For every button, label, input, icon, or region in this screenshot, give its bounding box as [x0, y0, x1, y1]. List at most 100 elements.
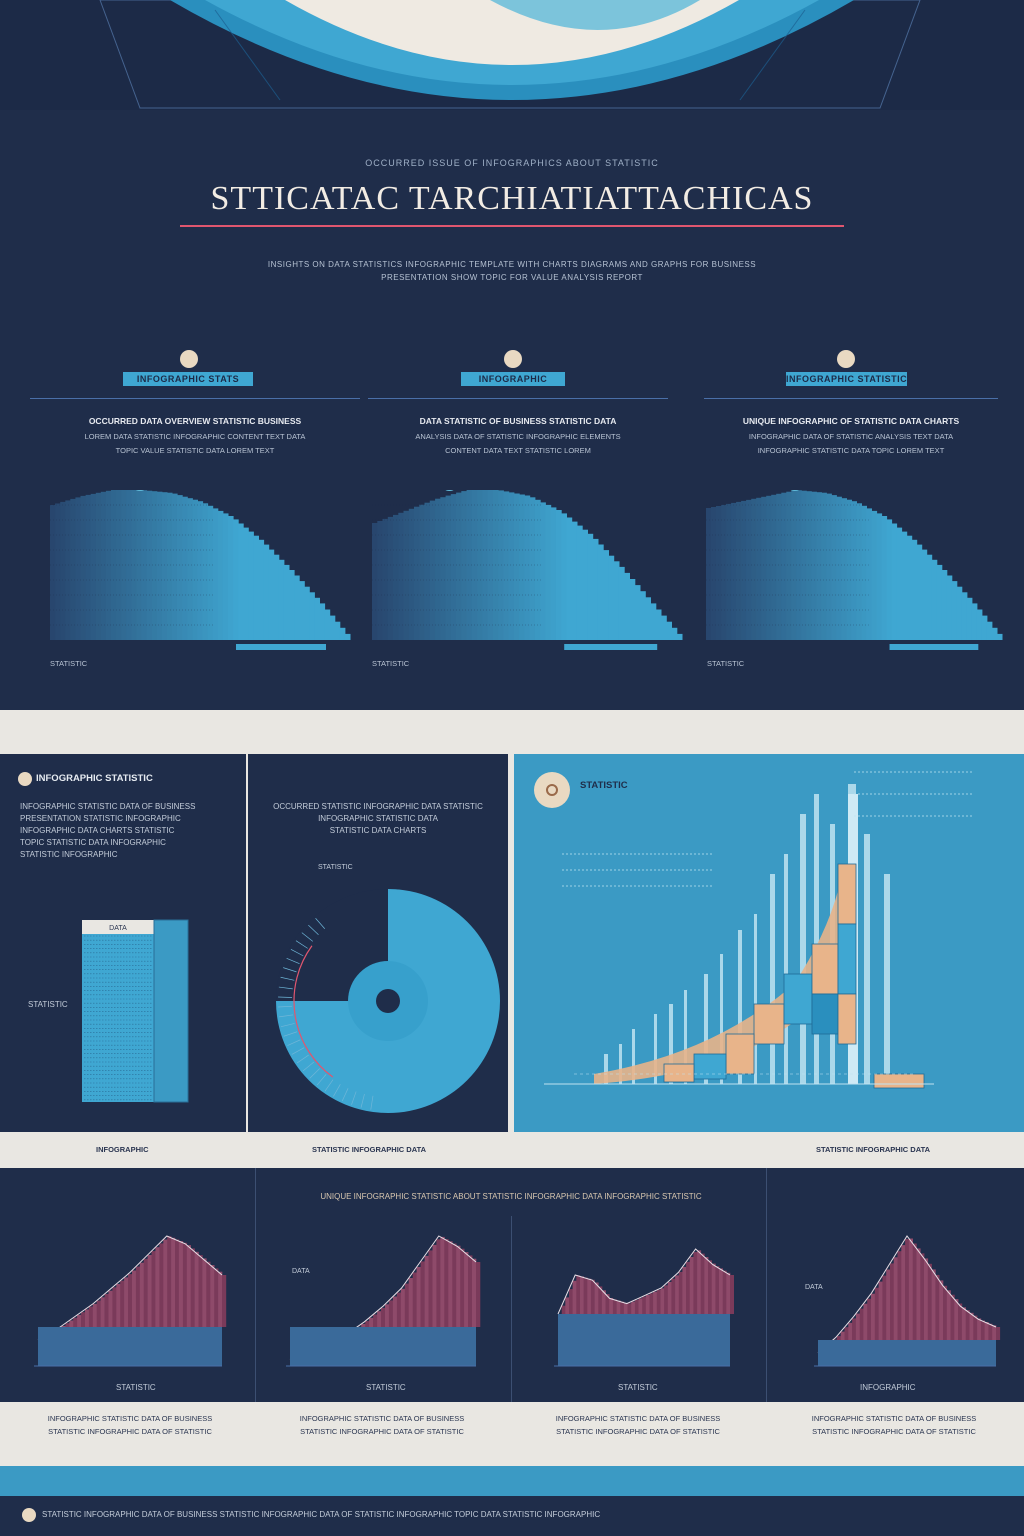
curve-2-strip-37: [561, 513, 567, 640]
curve-3-strip-46: [931, 559, 938, 640]
mountain-1-stripe-34: [167, 1236, 172, 1327]
curve-1-strip-54: [319, 603, 326, 640]
curve-3-strip-16: [781, 492, 787, 640]
curve-3-strip-40: [901, 531, 908, 640]
mountain-1-stripe-14: [88, 1306, 94, 1327]
mountain-3-stripe-11: [594, 1282, 599, 1314]
mountain-1-stripe-15: [92, 1303, 97, 1327]
curve-2-strip-29: [519, 494, 525, 640]
lower-divider-2: [511, 1216, 512, 1402]
mountain-1-stripe-42: [198, 1255, 203, 1327]
curve-3-strip-2: [711, 507, 717, 640]
tower-14: [814, 794, 819, 1084]
curve-2-strip-36: [555, 510, 562, 640]
mountain-3-stripe-42: [708, 1260, 712, 1314]
curve-3-strip-37: [886, 519, 893, 640]
donut-hatch-23: [295, 940, 308, 949]
curve-3-strip-36: [881, 516, 888, 640]
mountain-4-stripe-26: [912, 1243, 917, 1340]
curve-3-strip-42: [911, 539, 918, 640]
lower-section: UNIQUE INFOGRAPHIC STATISTIC ABOUT STATI…: [0, 1168, 1024, 1402]
tower-9: [738, 930, 742, 1084]
left-panel-text-4: TOPIC STATISTIC DATA INFOGRAPHIC: [20, 838, 166, 847]
curve-3-strip-35: [876, 513, 883, 640]
column-3-body-1: INFOGRAPHIC DATA OF STATISTIC ANALYSIS T…: [748, 432, 954, 441]
mountain-2-stripe-29: [400, 1288, 406, 1327]
tower-17: [864, 834, 870, 1084]
mountain-1-stripe-8: [65, 1323, 70, 1327]
curve-2-strip-13: [435, 498, 441, 640]
curve-2-strip-27: [508, 492, 515, 640]
donut-hole: [376, 989, 400, 1013]
donut-hatch-16: [278, 1005, 293, 1008]
mountain-3-stripe-10: [590, 1279, 595, 1314]
mountain-1-stripe-46: [214, 1268, 219, 1327]
bar-b: [153, 919, 189, 1103]
curve-2-strip-5: [393, 514, 399, 640]
foot-caption-2a: INFOGRAPHIC STATISTIC DATA OF BUSINESS: [299, 1414, 465, 1423]
column-3-dot-icon: [837, 350, 855, 368]
foot-caption-1a: INFOGRAPHIC STATISTIC DATA OF BUSINESS: [47, 1414, 213, 1423]
mountain-4-stripe-18: [882, 1275, 887, 1340]
mountain-1-stripe-26: [135, 1266, 141, 1327]
curve-3-strip-43: [916, 544, 923, 640]
curve-1-strip-19: [141, 490, 148, 640]
curve-3-strip-38: [891, 523, 898, 640]
mountain-4-stripe-39: [961, 1307, 966, 1340]
curve-3-strip-30: [851, 501, 857, 640]
curve-2-base-strip: [564, 644, 658, 650]
curve-2-strip-46: [608, 555, 615, 640]
donut-hatch-20: [283, 967, 297, 973]
mountain-3-stripe-39: [697, 1250, 702, 1314]
mountain-2-stripe-39: [440, 1236, 445, 1327]
tower-2: [619, 1044, 622, 1084]
mountain-4-stripe-35: [946, 1290, 951, 1340]
curve-2-strip-51: [634, 585, 641, 640]
curve-1-strip-20: [146, 490, 153, 640]
pie-note: STATISTIC: [318, 864, 353, 871]
curve-3-strip-47: [936, 564, 943, 640]
mountain-1-stripe-23: [124, 1277, 129, 1327]
curve-3-strip-55: [976, 609, 983, 640]
curve-3-strip-25: [826, 493, 832, 640]
lower-divider-1: [255, 1168, 256, 1402]
foot-caption-3b: STATISTIC INFOGRAPHIC DATA OF STATISTIC: [556, 1427, 720, 1436]
curve-3-strip-27: [836, 496, 842, 640]
curve-2-strip-22: [482, 490, 489, 640]
mountain-3-outline: [557, 1248, 731, 1315]
curve-2-strip-8: [408, 508, 415, 640]
curve-2-strip-52: [640, 591, 646, 640]
mountain-2-stripe-27: [392, 1296, 398, 1327]
curve-3-strip-54: [971, 603, 978, 640]
mountain-4-stripe-20: [890, 1263, 895, 1340]
mountain-1-stripe-19: [108, 1290, 113, 1327]
mountain-2-stripe-42: [452, 1243, 457, 1327]
title-underline: [180, 225, 844, 227]
curve-3-strip-22: [811, 491, 817, 640]
mountain-4-stripe-37: [954, 1299, 959, 1340]
mountain-1-stripe-39: [186, 1245, 191, 1327]
mountain-3-stripe-28: [656, 1290, 661, 1314]
lower-caption-3: STATISTIC: [618, 1383, 658, 1392]
column-3-body-2: INFOGRAPHIC STATISTIC DATA TOPIC LOREM T…: [757, 446, 945, 455]
curve-2-strip-28: [513, 493, 520, 640]
curve-2-strip-31: [529, 497, 536, 640]
footer-text: STATISTIC INFOGRAPHIC DATA OF BUSINESS S…: [42, 1510, 601, 1519]
column-3-rule: [704, 398, 998, 399]
mountain-1-stripe-24: [128, 1274, 133, 1327]
column-2-tag: INFOGRAPHIC: [461, 372, 565, 386]
curve-2-strip-57: [666, 621, 672, 640]
column-1-rule: [30, 398, 360, 399]
curve-1-strip-2: [55, 503, 61, 640]
curve-3-strip-15: [776, 493, 782, 640]
curve-3-strip-33: [866, 508, 872, 640]
mountain-3-stripe-18: [620, 1301, 625, 1314]
tower-12: [784, 854, 788, 1084]
mountain-1-stripe-40: [190, 1248, 195, 1327]
mountain-3-stripe-46: [722, 1270, 727, 1314]
curve-2-strip-56: [661, 615, 667, 640]
donut-hatch-1: [370, 1095, 374, 1110]
curve-1-strip-28: [187, 498, 193, 640]
curve-1-strip-21: [151, 491, 158, 640]
curve-3-strip-14: [771, 494, 777, 640]
